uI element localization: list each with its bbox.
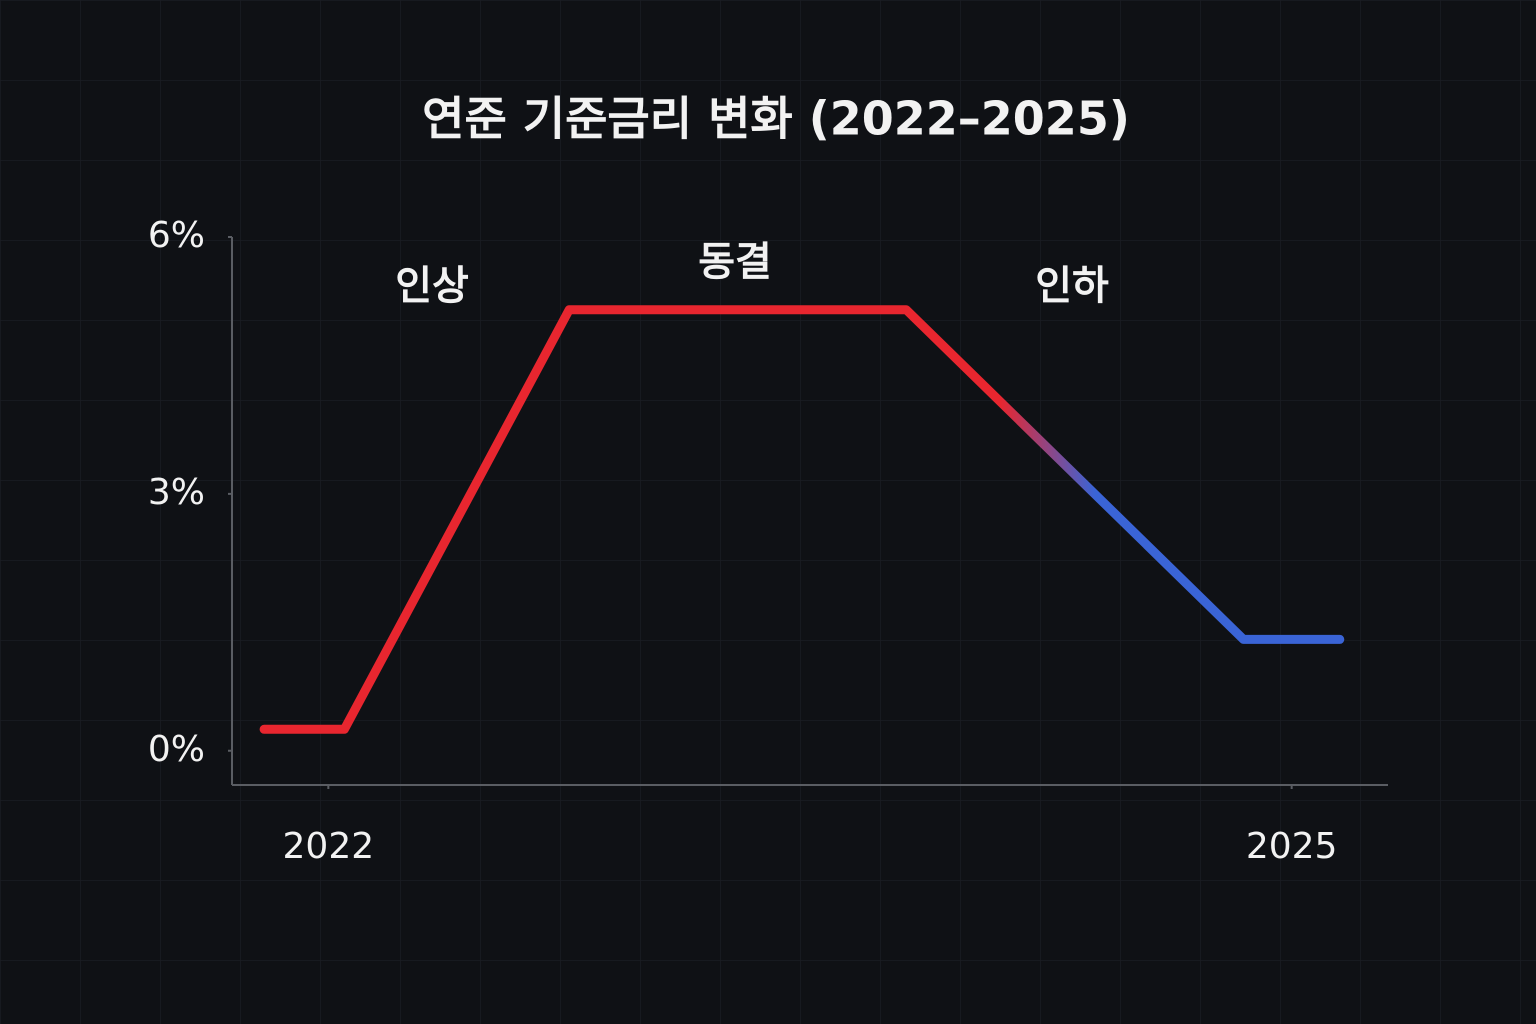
chart-title: 연준 기준금리 변화 (2022–2025) <box>422 92 1130 146</box>
x-tick-label: 2022 <box>283 826 375 867</box>
x-tick-label: 2025 <box>1246 826 1338 867</box>
annotation: 인하 <box>1035 263 1109 309</box>
y-tick-label: 0% <box>148 729 205 770</box>
y-tick-label: 3% <box>148 472 205 513</box>
annotation: 인상 <box>395 263 469 309</box>
y-tick-label: 6% <box>148 215 205 256</box>
line-series <box>259 305 1345 734</box>
annotation: 동결 <box>698 239 772 285</box>
